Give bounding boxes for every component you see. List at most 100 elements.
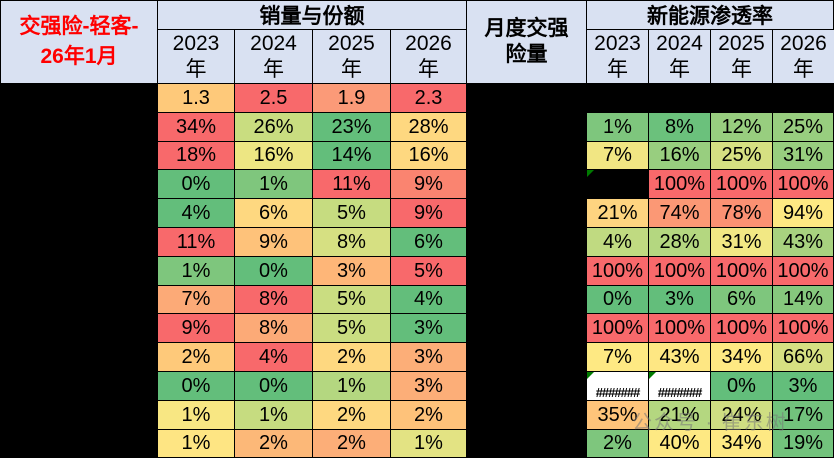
- nev-cell[interactable]: 78%: [710, 198, 773, 228]
- sales-cell[interactable]: 1%: [157, 429, 235, 458]
- nev-cell[interactable]: 40%: [648, 429, 711, 458]
- sales-cell[interactable]: 2%: [157, 342, 235, 372]
- sales-cell[interactable]: 1%: [234, 169, 313, 199]
- nev-cell[interactable]: 14%: [772, 285, 834, 314]
- sales-cell[interactable]: 5%: [390, 256, 467, 286]
- sales-cell[interactable]: 1%: [157, 256, 235, 286]
- nev-cell[interactable]: 3%: [772, 371, 834, 401]
- nev-cell[interactable]: 24%: [710, 400, 773, 430]
- nev-cell[interactable]: 100%: [710, 169, 773, 199]
- sales-cell[interactable]: 11%: [157, 227, 235, 257]
- nev-cell[interactable]: 1%: [586, 112, 649, 142]
- nev-overflow-cell[interactable]: #######: [648, 371, 711, 401]
- sales-cell[interactable]: 5%: [312, 285, 391, 314]
- sales-cell[interactable]: 2.5: [234, 83, 313, 113]
- sales-cell[interactable]: 11%: [312, 169, 391, 199]
- sales-cell[interactable]: 1%: [312, 371, 391, 401]
- sales-cell[interactable]: 7%: [157, 285, 235, 314]
- sales-cell[interactable]: 2%: [312, 400, 391, 430]
- nev-cell[interactable]: 31%: [710, 227, 773, 257]
- sales-cell[interactable]: 3%: [390, 313, 467, 343]
- nev-empty-cell[interactable]: [586, 83, 649, 113]
- sales-cell[interactable]: 8%: [234, 313, 313, 343]
- nev-cell[interactable]: 25%: [710, 141, 773, 170]
- nev-cell[interactable]: 0%: [586, 285, 649, 314]
- nev-cell[interactable]: 19%: [772, 429, 834, 458]
- nev-cell[interactable]: 0%: [710, 371, 773, 401]
- nev-empty-cell[interactable]: [648, 83, 711, 113]
- nev-cell[interactable]: 12%: [710, 112, 773, 142]
- sales-cell[interactable]: 9%: [390, 169, 467, 199]
- nev-cell[interactable]: 21%: [586, 198, 649, 228]
- sales-cell[interactable]: 0%: [157, 371, 235, 401]
- nev-cell[interactable]: 100%: [772, 256, 834, 286]
- sales-cell[interactable]: 6%: [234, 198, 313, 228]
- nev-cell[interactable]: 28%: [648, 227, 711, 257]
- nev-cell[interactable]: 21%: [648, 400, 711, 430]
- sales-cell[interactable]: 3%: [390, 342, 467, 372]
- nev-cell[interactable]: 100%: [648, 313, 711, 343]
- nev-cell[interactable]: 8%: [648, 112, 711, 142]
- nev-cell[interactable]: 34%: [710, 429, 773, 458]
- sales-cell[interactable]: 4%: [157, 198, 235, 228]
- nev-cell[interactable]: 100%: [772, 169, 834, 199]
- sales-cell[interactable]: 5%: [312, 198, 391, 228]
- sales-cell[interactable]: 5%: [312, 313, 391, 343]
- sales-cell[interactable]: 2%: [390, 400, 467, 430]
- sales-cell[interactable]: 2%: [312, 429, 391, 458]
- sales-cell[interactable]: 18%: [157, 141, 235, 170]
- sales-cell[interactable]: 0%: [157, 169, 235, 199]
- sales-cell[interactable]: 2%: [312, 342, 391, 372]
- nev-cell[interactable]: 34%: [710, 342, 773, 372]
- sales-cell[interactable]: 1%: [234, 400, 313, 430]
- sales-cell[interactable]: 16%: [390, 141, 467, 170]
- sales-cell[interactable]: 23%: [312, 112, 391, 142]
- nev-cell[interactable]: 7%: [586, 141, 649, 170]
- sales-cell[interactable]: 0%: [234, 256, 313, 286]
- sales-cell[interactable]: 9%: [234, 227, 313, 257]
- sales-cell[interactable]: 9%: [390, 198, 467, 228]
- nev-overflow-cell[interactable]: #######: [586, 371, 649, 401]
- nev-cell[interactable]: 2%: [586, 429, 649, 458]
- nev-cell[interactable]: 100%: [586, 256, 649, 286]
- nev-cell[interactable]: 4%: [586, 227, 649, 257]
- sales-cell[interactable]: 34%: [157, 112, 235, 142]
- nev-cell[interactable]: 7%: [586, 342, 649, 372]
- sales-cell[interactable]: 9%: [157, 313, 235, 343]
- nev-cell[interactable]: 43%: [648, 342, 711, 372]
- nev-cell[interactable]: 3%: [648, 285, 711, 314]
- sales-cell[interactable]: 2%: [234, 429, 313, 458]
- sales-cell[interactable]: 1%: [157, 400, 235, 430]
- nev-cell[interactable]: 25%: [772, 112, 834, 142]
- nev-cell[interactable]: 100%: [586, 313, 649, 343]
- sales-cell[interactable]: 2.3: [390, 83, 467, 113]
- nev-cell[interactable]: 100%: [648, 256, 711, 286]
- nev-cell[interactable]: 35%: [586, 400, 649, 430]
- nev-cell[interactable]: 100%: [772, 313, 834, 343]
- nev-cell[interactable]: 100%: [710, 313, 773, 343]
- sales-cell[interactable]: 14%: [312, 141, 391, 170]
- sales-cell[interactable]: 4%: [234, 342, 313, 372]
- nev-cell[interactable]: 31%: [772, 141, 834, 170]
- sales-cell[interactable]: 0%: [234, 371, 313, 401]
- nev-cell[interactable]: 66%: [772, 342, 834, 372]
- nev-cell[interactable]: 94%: [772, 198, 834, 228]
- nev-cell[interactable]: 43%: [772, 227, 834, 257]
- sales-cell[interactable]: 8%: [312, 227, 391, 257]
- sales-cell[interactable]: 26%: [234, 112, 313, 142]
- sales-cell[interactable]: 4%: [390, 285, 467, 314]
- sales-cell[interactable]: 16%: [234, 141, 313, 170]
- sales-cell[interactable]: 28%: [390, 112, 467, 142]
- nev-cell[interactable]: 74%: [648, 198, 711, 228]
- sales-cell[interactable]: 3%: [312, 256, 391, 286]
- sales-cell[interactable]: 1.9: [312, 83, 391, 113]
- nev-empty-cell[interactable]: [710, 83, 773, 113]
- nev-cell[interactable]: 100%: [710, 256, 773, 286]
- nev-cell[interactable]: 6%: [710, 285, 773, 314]
- sales-cell[interactable]: 1.3: [157, 83, 235, 113]
- nev-empty-cell[interactable]: [586, 169, 649, 199]
- nev-empty-cell[interactable]: [772, 83, 834, 113]
- sales-cell[interactable]: 6%: [390, 227, 467, 257]
- nev-cell[interactable]: 16%: [648, 141, 711, 170]
- sales-cell[interactable]: 3%: [390, 371, 467, 401]
